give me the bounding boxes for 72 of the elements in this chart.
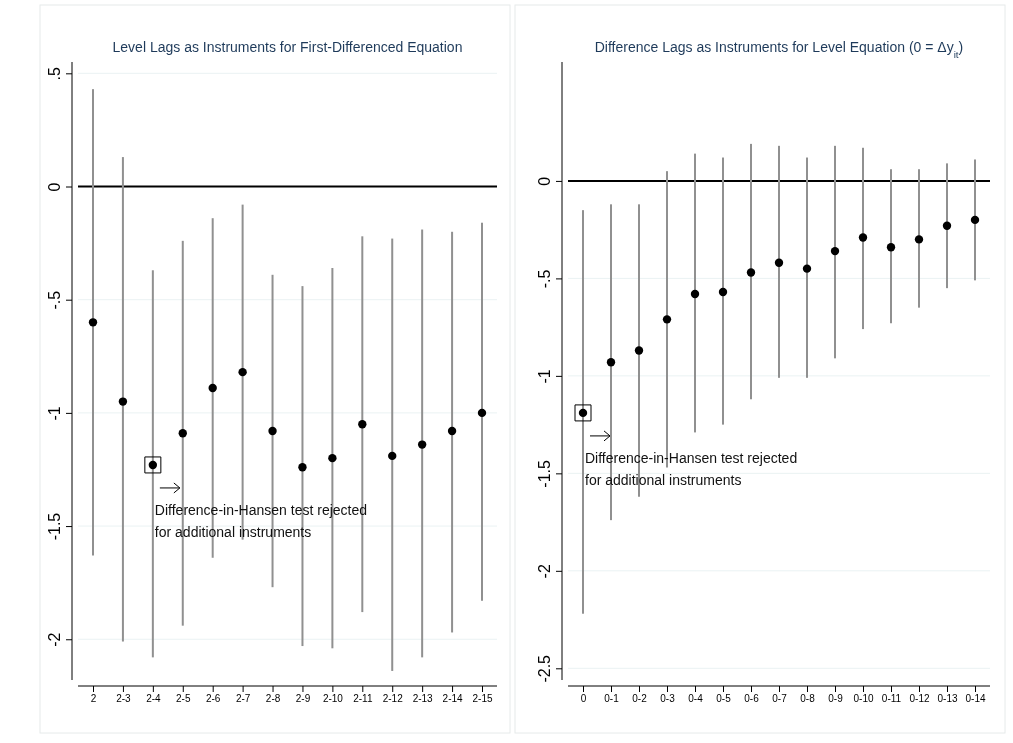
x-tick-label: 2-6: [205, 693, 221, 705]
annotation: Difference-in-Hansen test rejected for additional instruments: [585, 449, 798, 488]
point: [268, 426, 277, 436]
x-tick-label: 0-3: [660, 693, 676, 705]
x-tick-label: 2-13: [412, 693, 434, 705]
x-tick-label: 2-7: [235, 693, 251, 705]
x-tick-label: 2-9: [295, 693, 311, 705]
chart-title: Difference Lags as Instruments for Level Equation (0 = Δy$_{it}$): [594, 39, 964, 60]
x-tick-label: 2-4: [146, 693, 162, 705]
point: [417, 440, 427, 449]
x-tick-label: 2-8: [265, 693, 281, 705]
x-tick-label: 0-1: [604, 693, 620, 705]
point: [634, 346, 644, 355]
y-tick-label: -2: [536, 564, 553, 579]
x-tick-label: 2-10: [322, 693, 344, 705]
point: [802, 264, 812, 273]
point: [358, 420, 367, 429]
y-tick-label: -1: [46, 406, 63, 421]
x-tick-label: 2-3: [116, 693, 132, 705]
x-tick-label: 0-4: [688, 693, 704, 705]
point: [388, 451, 397, 461]
y-tick-label: -2.5: [536, 654, 553, 683]
point: [746, 268, 756, 277]
point: [886, 243, 896, 252]
point: [238, 367, 247, 377]
point: [298, 463, 307, 472]
annotation: Difference-in-Hansen test rejected for additional instruments: [154, 501, 368, 540]
y-tick-label: -.5: [46, 290, 63, 310]
x-tick-label: 0-11: [881, 693, 902, 705]
x-tick-label: 0-6: [744, 693, 760, 705]
x-tick-label: 0-7: [772, 693, 788, 705]
x-tick-label: 0-2: [632, 693, 648, 705]
point: [477, 408, 487, 418]
x-tick-label: 2-12: [382, 693, 404, 705]
y-tick-label: -1.5: [46, 512, 63, 541]
point: [690, 289, 700, 299]
point: [88, 318, 98, 327]
chart-title: Level Lags as Instruments for First-Differenced Equation: [112, 39, 463, 55]
point: [774, 258, 784, 267]
y-tick-label: .5: [46, 67, 63, 81]
x-tick-label: 0-13: [937, 693, 958, 705]
x-tick-label: 2-5: [176, 693, 191, 705]
point: [858, 233, 868, 242]
x-tick-label: 2-15: [472, 693, 493, 705]
x-tick-label: 0: [580, 693, 587, 705]
point: [606, 358, 616, 367]
point: [942, 221, 952, 230]
y-tick-label: -1: [536, 369, 553, 384]
x-tick-label: 0-10: [853, 693, 874, 705]
y-tick-label: 0: [46, 182, 63, 192]
x-tick-label: 0-9: [828, 693, 844, 705]
point: [447, 426, 457, 436]
y-tick-label: -2: [46, 632, 63, 647]
point: [662, 315, 672, 324]
y-tick-label: 0: [536, 176, 553, 186]
x-tick-label: 0-5: [716, 693, 732, 705]
x-tick-label: 0-12: [909, 693, 930, 705]
y-tick-label: -.5: [536, 269, 553, 289]
point: [118, 397, 128, 406]
point: [914, 235, 924, 244]
x-tick-label: 2-14: [442, 693, 464, 705]
x-tick-label: 2: [90, 693, 97, 705]
point: [208, 383, 217, 393]
x-tick-label: 2-11: [353, 693, 373, 705]
y-tick-label: -1.5: [536, 459, 553, 488]
point: [718, 287, 728, 297]
point: [970, 215, 980, 225]
point: [178, 429, 187, 438]
x-tick-label: 0-14: [965, 693, 986, 705]
point: [328, 453, 337, 463]
point: [830, 246, 840, 256]
x-tick-label: 0-8: [800, 693, 816, 705]
